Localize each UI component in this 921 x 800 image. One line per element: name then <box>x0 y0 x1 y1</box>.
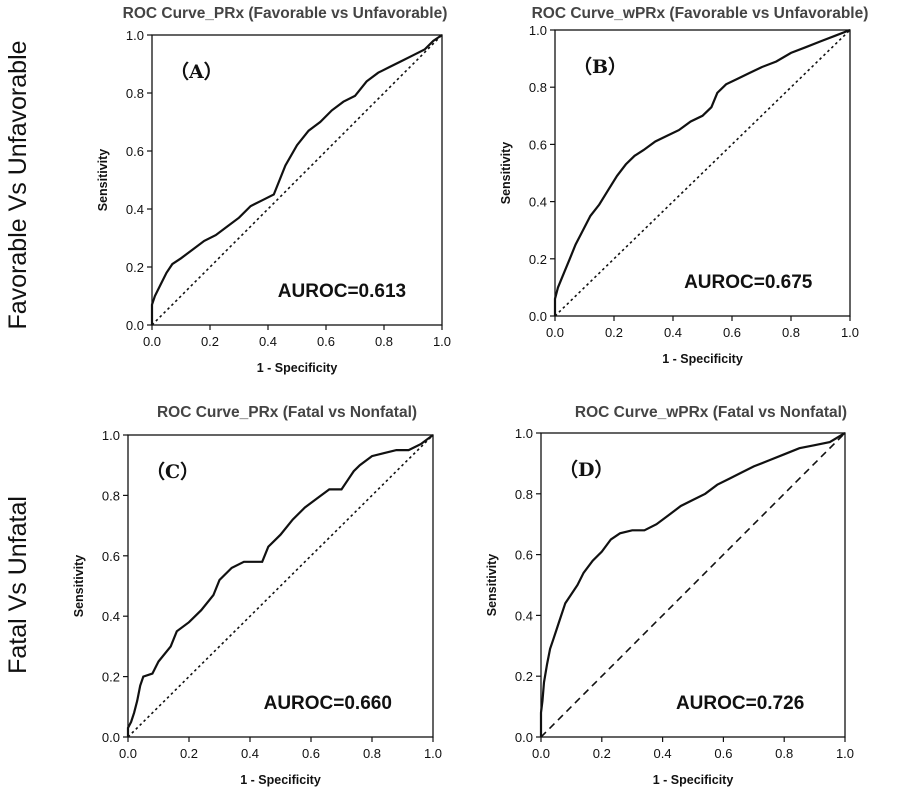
x-tick-label: 0.6 <box>714 746 732 761</box>
x-tick-label: 1.0 <box>841 325 859 340</box>
row-label-favorable: Favorable Vs Unfavorable <box>4 40 32 329</box>
x-tick-label: 0.0 <box>119 746 137 761</box>
y-tick-label: 0.4 <box>515 608 533 623</box>
x-tick-label: 0.8 <box>782 325 800 340</box>
x-tick-label: 0.8 <box>363 746 381 761</box>
x-tick-label: 0.8 <box>375 334 393 349</box>
x-tick-label: 0.0 <box>143 334 161 349</box>
reference-diagonal <box>151 34 443 326</box>
y-tick-label: 0.8 <box>102 488 120 503</box>
y-axis-label: Sensitivity <box>499 142 513 205</box>
x-tick-label: 0.0 <box>532 746 550 761</box>
plot-frame <box>151 34 443 326</box>
y-axis-label: Sensitivity <box>96 149 110 212</box>
panel-b: ROC Curve_wPRx (Favorable vs Unfavorable… <box>499 5 868 366</box>
roc-curve-line <box>150 34 443 325</box>
x-tick-label: 0.4 <box>259 334 277 349</box>
reference-diagonal <box>554 29 851 317</box>
x-tick-label: 0.0 <box>546 325 564 340</box>
panel-letter: （D） <box>559 458 613 481</box>
roc-curve-line <box>553 28 851 316</box>
roc-curve-line <box>126 434 434 737</box>
plot-frame <box>554 29 851 317</box>
plot-frame <box>540 432 846 738</box>
panel-title: ROC Curve_PRx (Favorable vs Unfavorable) <box>123 5 448 22</box>
y-tick-label: 0.0 <box>515 730 533 745</box>
panel-letter: （A） <box>170 60 223 83</box>
panel-c: ROC Curve_PRx (Fatal vs Nonfatal) 0.0 0.2 0… <box>72 404 442 787</box>
x-tick-label: 1.0 <box>836 746 854 761</box>
x-tick-label: 0.4 <box>241 746 259 761</box>
y-tick-label: 1.0 <box>126 28 144 43</box>
y-tick-label: 1.0 <box>102 428 120 443</box>
x-tick-label: 0.2 <box>180 746 198 761</box>
y-tick-label: 0.8 <box>515 487 533 502</box>
plot-frame <box>127 434 434 738</box>
y-tick-label: 0.4 <box>126 202 144 217</box>
x-axis-label: 1 - Specificity <box>240 773 321 787</box>
auroc-annotation: AUROC=0.726 <box>676 693 804 714</box>
x-tick-label: 1.0 <box>424 746 442 761</box>
panel-letter: （B） <box>573 55 627 78</box>
x-tick-label: 1.0 <box>433 334 451 349</box>
y-tick-label: 0.0 <box>102 730 120 745</box>
x-tick-label: 0.2 <box>201 334 219 349</box>
y-tick-label: 0.0 <box>529 309 547 324</box>
y-tick-label: 0.2 <box>102 670 120 685</box>
auroc-annotation: AUROC=0.675 <box>684 272 813 293</box>
row-label-fatal: Fatal Vs Unfatal <box>4 496 32 674</box>
y-tick-label: 0.2 <box>515 669 533 684</box>
panel-d: ROC Curve_wPRx (Fatal vs Nonfatal) 0.0 0.2… <box>485 404 854 787</box>
x-axis-label: 1 - Specificity <box>653 773 734 787</box>
y-tick-label: 0.8 <box>126 86 144 101</box>
y-tick-label: 0.4 <box>529 195 547 210</box>
panel-a: ROC Curve_PRx (Favorable vs Unfavorable)… <box>96 5 451 375</box>
x-tick-label: 0.8 <box>775 746 793 761</box>
y-tick-label: 0.8 <box>529 80 547 95</box>
y-tick-label: 1.0 <box>515 426 533 441</box>
auroc-annotation: AUROC=0.613 <box>278 281 406 302</box>
x-axis-label: 1 - Specificity <box>257 361 338 375</box>
panel-letter: （C） <box>146 460 199 483</box>
panel-title: ROC Curve_wPRx (Fatal vs Nonfatal) <box>575 404 847 421</box>
reference-diagonal <box>127 434 434 738</box>
y-axis-label: Sensitivity <box>485 554 499 617</box>
panel-title: ROC Curve_PRx (Fatal vs Nonfatal) <box>157 404 417 421</box>
x-tick-label: 0.4 <box>654 746 672 761</box>
x-tick-label: 0.2 <box>605 325 623 340</box>
y-tick-label: 1.0 <box>529 23 547 38</box>
roc-curve-line <box>539 432 846 737</box>
y-tick-label: 0.0 <box>126 318 144 333</box>
y-tick-label: 0.6 <box>515 548 533 563</box>
y-tick-label: 0.4 <box>102 609 120 624</box>
auroc-annotation: AUROC=0.660 <box>264 693 392 714</box>
x-tick-label: 0.6 <box>723 325 741 340</box>
y-axis-label: Sensitivity <box>72 555 86 618</box>
y-tick-label: 0.2 <box>126 260 144 275</box>
y-tick-label: 0.6 <box>102 549 120 564</box>
y-tick-label: 0.6 <box>126 144 144 159</box>
y-tick-label: 0.6 <box>529 137 547 152</box>
panel-title: ROC Curve_wPRx (Favorable vs Unfavorable… <box>532 5 869 22</box>
x-tick-label: 0.6 <box>317 334 335 349</box>
x-tick-label: 0.4 <box>664 325 682 340</box>
x-axis-label: 1 - Specificity <box>662 352 743 366</box>
y-tick-label: 0.2 <box>529 252 547 267</box>
x-tick-label: 0.2 <box>593 746 611 761</box>
x-tick-label: 0.6 <box>302 746 320 761</box>
